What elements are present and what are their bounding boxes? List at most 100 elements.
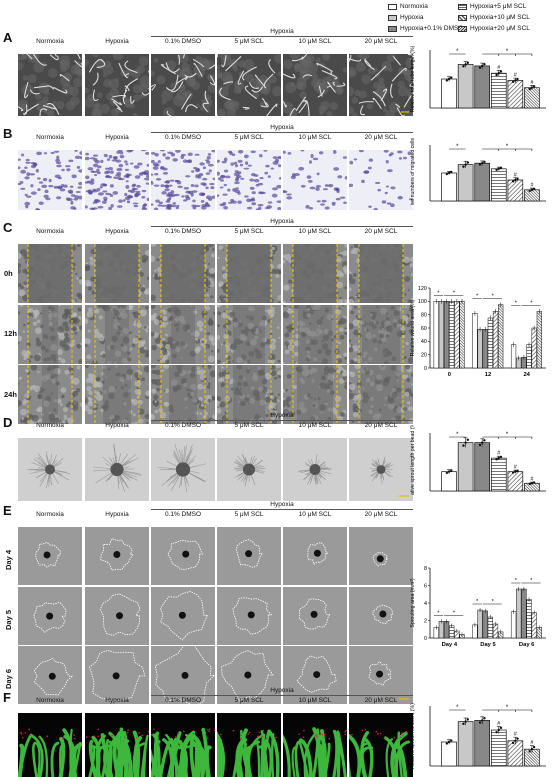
bar-hypoxia [457,164,474,202]
bar-chart-f: Relative sprout numbers (%) # # # * * [408,698,550,770]
bar-hypoxia-5-um-scl-day-5 [487,616,493,639]
micrograph-sprout [18,527,82,585]
column-header-0-1-dmso: 0.1% DMSO [164,134,202,141]
x-tick-label: 12 [485,372,491,378]
data-point [530,748,534,751]
x-tick-label: 24 [523,372,530,378]
legend-label: Hypoxia [400,14,424,21]
column-header-5-um-scl: 5 μM SCL [234,134,264,141]
micrograph-migration [18,150,82,210]
column-header-normoxia: Normoxia [36,134,64,141]
significance-star: * [506,49,509,55]
column-header-5-um-scl: 5 μM SCL [234,697,264,704]
group-header-hypoxia: Hypoxia [270,687,294,694]
group-header-line [151,695,413,696]
bar-normoxia [441,741,457,767]
bar-chart-d: Relative sprout length per bead (%) # # # * * [408,421,550,503]
column-header-20-um-scl: 20 μM SCL [364,697,398,704]
data-point [532,187,536,190]
micrograph-wound [217,244,281,303]
data-point [532,481,536,484]
legend-swatch [388,3,397,10]
figure-legend: Normoxia Hypoxia Hypoxia+0.1% DMSO Hypoxia+… [388,3,552,37]
micrograph-ring [349,713,413,777]
micrograph-wound [18,244,82,303]
data-point [528,482,531,486]
data-point [511,741,515,745]
bar-hypoxia-day-4 [438,621,445,639]
bar-chart-c: Relative wound area (%) 0 20 40 60 80 100 120 0 1… [408,280,550,380]
bar-hypoxia-10-um-scl-24 [531,327,537,369]
y-tick-label: 20 [421,352,427,358]
column-header-normoxia: Normoxia [36,422,64,429]
bar-normoxia-24 [510,344,517,369]
y-axis-label: Relative sprout length per bead (%) [410,425,416,495]
micrograph-wound [349,365,413,424]
column-header-0-1-dmso: 0.1% DMSO [164,228,202,235]
x-tick-label: Day 6 [519,642,535,648]
micrograph-wound [283,244,347,303]
significance-mark: # [497,451,501,457]
significance-star: * [456,432,459,438]
column-header-hypoxia: Hypoxia [105,511,129,518]
significance-star: * [476,599,479,605]
data-point [532,85,536,88]
significance-mark: # [497,65,501,71]
significance-star: * [453,290,456,296]
column-header-normoxia: Normoxia [36,697,64,704]
micrograph-spheroid [283,438,347,501]
data-point [464,441,467,444]
bar-normoxia [441,78,457,109]
x-tick-label: 0 [448,372,451,378]
data-point [445,79,449,82]
data-point [516,737,519,740]
bar-hypoxia-5-um-scl [490,457,507,492]
micrograph-migration [151,150,215,210]
data-point [511,80,515,84]
row-label-12h: 12h [4,329,17,338]
bar-hypoxia-10-um-scl-0 [454,301,460,369]
data-point [445,172,449,176]
significance-star: * [456,705,459,711]
group-header-line [151,420,413,421]
bar-hypoxia-5-um-scl-12 [487,317,493,369]
bar-hypoxia-20-um-scl-12 [498,304,504,369]
legend-label: Normoxia [400,3,428,10]
bar-hypoxia-day-6 [516,588,522,639]
panel-label: B [3,126,13,141]
legend-label: Hypoxia+5 μM SCL [470,3,527,10]
data-point [466,61,470,64]
micrograph-wound [283,304,347,364]
data-point [466,438,470,441]
data-point [483,439,486,442]
micrograph-migration [85,150,149,210]
column-header-20-um-scl: 20 μM SCL [364,38,398,45]
data-point [511,180,515,183]
column-header-hypoxia: Hypoxia [105,422,129,429]
bar-hypoxia-0-1-dmso-0 [443,301,450,369]
column-header-10-um-scl: 10 μM SCL [298,511,332,518]
legend-label: Hypoxia+10 μM SCL [470,14,530,21]
data-point [514,470,517,473]
data-point [528,750,531,753]
y-axis-label: Relative total tube length (%) [410,45,416,112]
bar-chart-b: Relative numbers of migrated cells (%) # #… [408,128,550,218]
bar-hypoxia-20-um-scl-0 [459,301,465,369]
column-header-20-um-scl: 20 μM SCL [364,511,398,518]
data-point [497,728,500,732]
bar-hypoxia-5-um-scl [490,168,507,202]
micrograph-ring [283,713,347,777]
group-header-hypoxia: Hypoxia [270,218,294,225]
data-point [495,168,498,172]
bar-hypoxia [457,64,474,109]
bar-hypoxia-5-um-scl-0 [449,301,455,369]
significance-star: * [515,300,518,306]
micrograph-sprout [151,586,215,645]
bar-hypoxia-0-1-dmso [474,442,491,492]
micrograph-spheroid [18,438,82,501]
data-point [530,482,534,485]
data-point [464,63,467,66]
significance-star: * [506,432,509,438]
x-tick-label: Day 4 [442,642,458,648]
data-point [481,64,484,68]
